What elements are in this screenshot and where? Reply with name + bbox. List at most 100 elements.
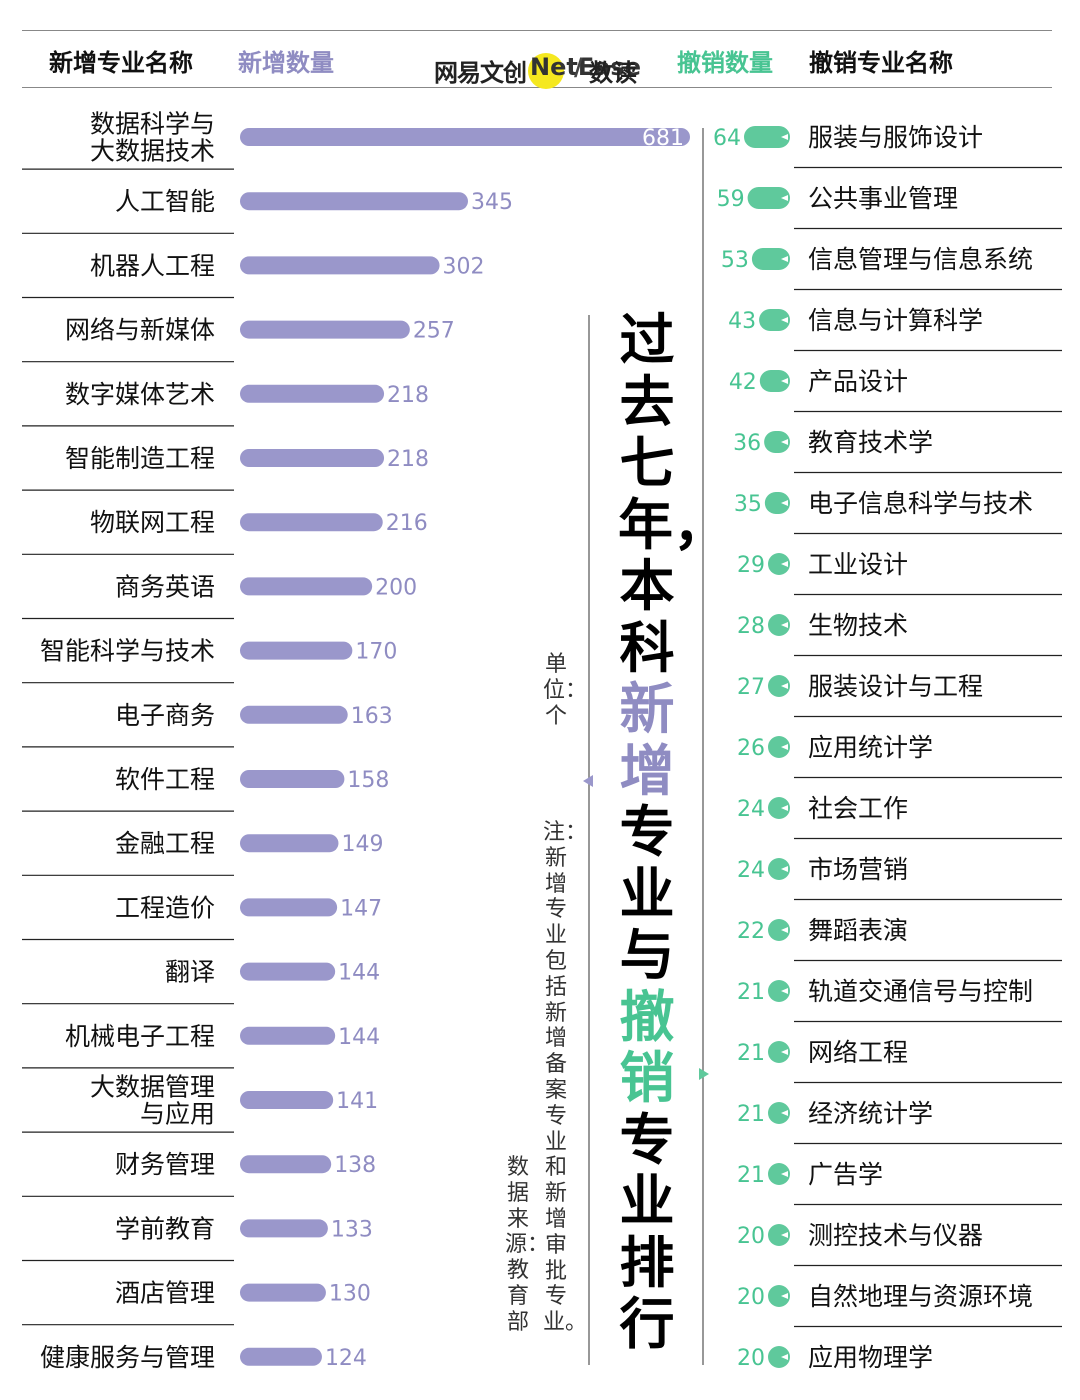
new-major-label: 与应用 — [140, 1100, 215, 1129]
cut-count-header: 撤销数量 — [677, 49, 773, 77]
cut-major-bar — [768, 1102, 790, 1124]
cut-major-value: 36 — [733, 431, 761, 456]
cut-major-bar — [747, 187, 790, 209]
cut-bar-notch — [781, 805, 788, 811]
new-major-label: 健康服务与管理 — [40, 1343, 215, 1372]
new-major-label: 学前教育 — [115, 1214, 215, 1243]
cut-major-bar — [768, 797, 790, 819]
cut-major-label: 公共事业管理 — [808, 184, 958, 213]
new-major-value: 302 — [443, 254, 485, 279]
new-major-name-header: 新增专业名称 — [49, 49, 193, 77]
brand-name-shudu: 数读 — [589, 59, 637, 87]
cut-major-bar — [744, 126, 790, 148]
cut-major-value: 22 — [737, 919, 765, 944]
cut-bar-notch — [781, 1110, 788, 1116]
cut-major-value: 21 — [737, 980, 765, 1005]
cut-major-value: 42 — [729, 370, 757, 395]
cut-major-value: 43 — [728, 309, 756, 334]
cut-bar-notch — [781, 1232, 788, 1238]
new-major-label: 翻译 — [165, 958, 215, 987]
cut-major-value: 64 — [713, 126, 741, 151]
cut-major-value: 21 — [737, 1163, 765, 1188]
cut-major-label: 网络工程 — [808, 1038, 908, 1067]
new-major-value: 149 — [341, 832, 383, 857]
new-major-bar — [240, 513, 383, 532]
cut-bar-notch — [781, 134, 788, 140]
new-major-label: 智能制造工程 — [65, 444, 215, 473]
cut-major-label: 自然地理与资源环境 — [808, 1282, 1033, 1311]
cut-major-value: 24 — [737, 858, 765, 883]
cut-bar-notch — [781, 1171, 788, 1177]
new-major-bar — [240, 1091, 334, 1109]
cut-major-bar — [768, 919, 790, 941]
new-major-label: 电子商务 — [115, 701, 215, 730]
cut-bar-notch — [781, 317, 788, 323]
cut-major-bar — [768, 1224, 790, 1246]
new-major-value: 216 — [386, 511, 428, 536]
cut-major-label: 服装设计与工程 — [808, 672, 983, 701]
new-major-bar — [240, 384, 385, 403]
cut-major-label: 产品设计 — [808, 367, 908, 396]
new-major-label: 机器人工程 — [90, 251, 215, 280]
new-major-label: 财务管理 — [115, 1150, 215, 1179]
new-major-bar — [240, 898, 338, 917]
new-major-bar — [240, 705, 348, 724]
cut-major-bar — [759, 370, 790, 392]
new-major-label: 金融工程 — [115, 829, 215, 858]
new-major-bar — [240, 192, 468, 211]
cut-bar-notch — [781, 195, 788, 201]
unit-label: 单位：个 — [543, 652, 588, 729]
cut-major-bar — [768, 614, 790, 636]
brand-logo: 网易文创 NetEase / 数读 — [434, 41, 654, 89]
new-major-label: 商务英语 — [115, 572, 215, 601]
new-major-label: 人工智能 — [115, 187, 215, 216]
cut-major-bar — [764, 492, 790, 514]
new-major-label: 网络与新媒体 — [65, 316, 215, 345]
cut-bar-notch — [781, 561, 788, 567]
new-major-bar — [240, 834, 339, 853]
new-major-bar — [240, 962, 336, 981]
source-text: 数据来源：教育部 — [505, 1155, 550, 1335]
cut-major-value: 29 — [737, 553, 765, 578]
cut-major-label: 舞蹈表演 — [808, 916, 908, 945]
new-major-value: 218 — [387, 447, 429, 472]
new-major-label: 数字媒体艺术 — [65, 380, 215, 409]
new-major-value: 163 — [351, 704, 393, 729]
cut-major-label: 经济统计学 — [808, 1099, 933, 1128]
new-major-value: 144 — [338, 1025, 380, 1050]
cut-bar-notch — [781, 1354, 788, 1360]
new-major-value: 130 — [329, 1282, 371, 1307]
cut-major-bar — [768, 675, 790, 697]
cut-bar-notch — [781, 439, 788, 445]
new-major-value: 681 — [642, 126, 684, 151]
cut-major-label: 生物技术 — [808, 611, 908, 640]
new-major-bar — [240, 1347, 322, 1366]
note-text: 注：新增专业包括新增备案专业和新增审批专业。 — [543, 820, 588, 1336]
cut-major-value: 28 — [737, 614, 765, 639]
cut-major-label: 测控技术与仪器 — [808, 1221, 983, 1250]
cut-major-bar — [768, 1285, 790, 1307]
cut-major-bar — [768, 980, 790, 1002]
new-major-bar — [240, 770, 345, 788]
title-part1: 过去七年，本科 — [618, 308, 729, 680]
title-part2: 专业排行 — [619, 1107, 675, 1356]
brand-yellow-dot — [528, 53, 564, 89]
new-major-value: 257 — [413, 319, 455, 344]
cut-major-label: 工业设计 — [808, 550, 908, 579]
title-highlight-cut: 撤销 — [619, 984, 675, 1110]
cut-major-bar — [768, 553, 790, 575]
cut-major-bar — [768, 736, 790, 758]
cut-major-label: 广告学 — [808, 1160, 883, 1189]
new-major-label: 软件工程 — [115, 765, 215, 794]
header-bar: 新增专业名称 新增数量 网易文创 NetEase / 数读 撤销数量 撤销专业名… — [22, 30, 1052, 89]
new-major-value: 158 — [347, 768, 389, 793]
new-major-bar — [240, 1283, 326, 1302]
new-major-bar — [240, 1026, 336, 1045]
new-major-value: 147 — [340, 896, 382, 921]
new-major-label: 酒店管理 — [115, 1279, 215, 1308]
cut-major-bar — [751, 248, 790, 270]
cut-major-value: 21 — [737, 1041, 765, 1066]
new-major-bar — [240, 641, 353, 660]
new-major-value: 200 — [375, 575, 417, 600]
